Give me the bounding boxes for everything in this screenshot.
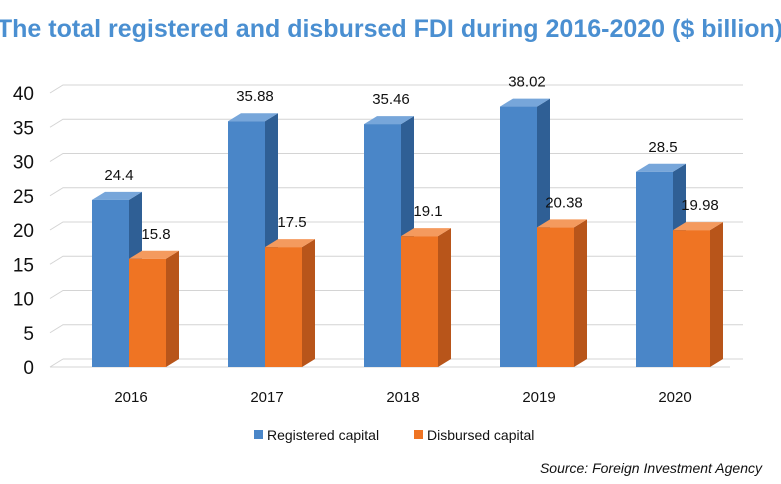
y-tick-label: 0: [23, 358, 34, 379]
bar-side-face: [438, 228, 451, 367]
legend-item-disbursed: Disbursed capital: [414, 427, 534, 443]
x-tick-label: 2019: [522, 389, 555, 406]
bar-top-face: [537, 219, 587, 228]
bar-disbursed-2017: [265, 239, 315, 367]
y-axis: 0 5 10 15 20 25 30 35 40: [13, 84, 34, 379]
data-labels: 24.4 15.8 35.88 17.5 35.46 19.1 38.02 20.38 28.5…: [104, 74, 718, 243]
bar-top-face: [500, 98, 550, 107]
y-tick-label: 40: [13, 84, 34, 105]
bar-front-face: [673, 230, 710, 367]
y-tick-label: 30: [13, 153, 34, 174]
bar-front-face: [537, 227, 574, 367]
bar-top-face: [401, 228, 451, 237]
legend: Registered capital Disbursed capital: [254, 427, 534, 443]
bar-layer: [92, 98, 723, 368]
bar-side-face: [166, 250, 179, 367]
data-label: 35.88: [236, 88, 274, 105]
bar-top-face: [636, 163, 686, 172]
y-tick-label: 25: [13, 187, 34, 208]
bar-disbursed-2020: [673, 222, 723, 367]
gridline: [49, 84, 743, 94]
bar-front-face: [636, 171, 673, 367]
y-tick-label: 20: [13, 221, 34, 242]
x-tick-label: 2020: [658, 389, 691, 406]
y-tick-label: 5: [23, 324, 34, 345]
legend-swatch: [254, 430, 263, 439]
floor-edge-left: [49, 358, 64, 368]
bar-front-face: [92, 199, 129, 367]
bar-top-face: [364, 116, 414, 125]
y-tick-label: 15: [13, 255, 34, 276]
x-axis: 2016 2017 2018 2019 2020: [114, 389, 691, 406]
x-tick-label: 2017: [250, 389, 283, 406]
data-label: 17.5: [277, 214, 306, 231]
data-label: 19.1: [413, 203, 442, 220]
x-tick-label: 2018: [386, 389, 419, 406]
bar-disbursed-2016: [129, 250, 179, 367]
bar-front-face: [228, 121, 265, 367]
x-tick-label: 2016: [114, 389, 147, 406]
data-label: 20.38: [545, 194, 583, 211]
data-label: 38.02: [508, 74, 546, 91]
data-label: 15.8: [141, 226, 170, 243]
bar-front-face: [500, 106, 537, 368]
bar-side-face: [710, 222, 723, 367]
bar-side-face: [574, 219, 587, 367]
data-label: 24.4: [104, 167, 133, 184]
bar-front-face: [401, 236, 438, 367]
bar-front-face: [129, 258, 166, 367]
chart-title: The total registered and disbursed FDI d…: [0, 15, 781, 43]
bar-top-face: [92, 191, 142, 200]
bar-disbursed-2018: [401, 228, 451, 367]
data-label: 28.5: [648, 139, 677, 156]
legend-label: Disbursed capital: [427, 427, 534, 443]
source-note: Source: Foreign Investment Agency: [540, 460, 763, 476]
legend-item-registered: Registered capital: [254, 427, 379, 443]
bar-front-face: [265, 247, 302, 367]
bar-top-face: [129, 250, 179, 259]
y-tick-label: 35: [13, 118, 34, 139]
bar-top-face: [265, 239, 315, 248]
bar-disbursed-2019: [537, 219, 587, 367]
data-label: 19.98: [681, 197, 719, 214]
legend-swatch: [414, 430, 423, 439]
bar-front-face: [364, 124, 401, 367]
bar-top-face: [228, 113, 278, 122]
data-label: 35.46: [372, 91, 410, 108]
y-tick-label: 10: [13, 290, 34, 311]
bar-side-face: [302, 239, 315, 367]
legend-label: Registered capital: [267, 427, 379, 443]
bar-top-face: [673, 222, 723, 231]
